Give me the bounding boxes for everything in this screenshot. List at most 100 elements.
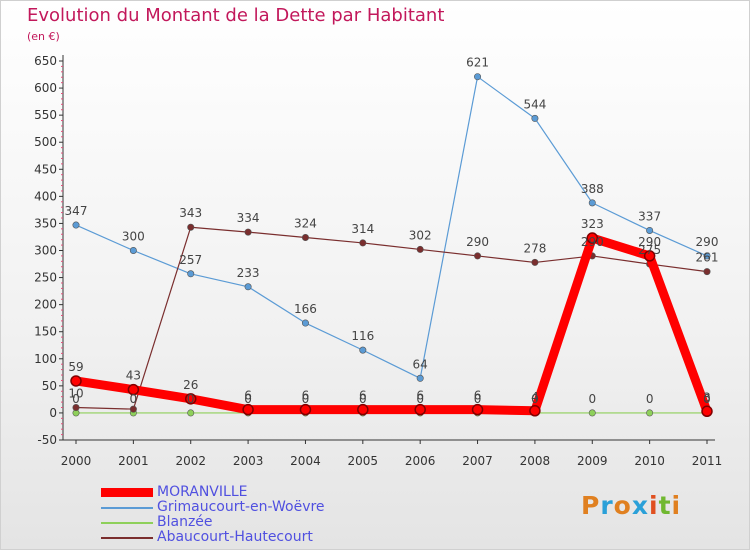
data-label: 544 — [523, 97, 546, 111]
data-label: 347 — [65, 204, 88, 218]
data-point — [127, 383, 140, 396]
data-point — [529, 405, 541, 417]
series-line-grimaucourt-en-wo-vre — [75, 76, 708, 379]
data-point — [72, 404, 80, 412]
data-label: 166 — [294, 302, 317, 316]
data-point — [588, 409, 596, 417]
data-label: 59 — [68, 360, 83, 374]
data-label: 0 — [703, 392, 711, 406]
x-tick-label: 2003 — [233, 454, 264, 468]
data-label: 257 — [179, 253, 202, 267]
data-label: 6 — [474, 389, 482, 403]
data-label: 290 — [466, 235, 489, 249]
x-tick-label: 2008 — [520, 454, 551, 468]
data-point — [643, 250, 656, 262]
data-label: 6 — [359, 389, 367, 403]
data-label: 343 — [179, 206, 202, 220]
data-point — [474, 73, 482, 81]
data-point — [187, 223, 195, 231]
y-tick-label: 300 — [34, 244, 57, 258]
data-point — [301, 234, 309, 242]
data-label: 261 — [696, 251, 719, 265]
data-point — [242, 403, 254, 416]
x-tick-label: 2004 — [290, 454, 321, 468]
data-label: 290 — [581, 235, 604, 249]
x-tick-label: 2010 — [634, 454, 665, 468]
data-label: 323 — [581, 217, 604, 231]
data-label: 0 — [531, 392, 539, 406]
series-line-abaucourt-hautecourt — [75, 226, 708, 410]
legend-swatch — [101, 507, 153, 509]
data-label: 290 — [696, 235, 719, 249]
y-tick-label: 200 — [34, 298, 57, 312]
x-tick-label: 2009 — [577, 454, 608, 468]
data-point — [531, 114, 539, 122]
data-label: 6 — [416, 389, 424, 403]
data-point — [244, 228, 252, 236]
x-tick-label: 2001 — [118, 454, 149, 468]
data-point — [357, 403, 369, 416]
data-point — [703, 252, 711, 260]
data-label: 388 — [581, 182, 604, 196]
y-tick-label: 650 — [34, 54, 57, 68]
data-point — [129, 247, 137, 255]
y-tick-label: 0 — [49, 406, 57, 420]
data-label: 324 — [294, 217, 317, 231]
legend-swatch — [101, 537, 153, 539]
legend-label: Blanzée — [157, 514, 213, 530]
data-label: 0 — [359, 392, 367, 406]
data-label: 3 — [703, 390, 711, 404]
y-tick-label: 400 — [34, 189, 57, 203]
x-tick-label: 2005 — [348, 454, 379, 468]
y-tick-label: 100 — [34, 352, 57, 366]
data-label: 43 — [126, 369, 141, 383]
proxiti-logo: Proxiti — [581, 491, 682, 520]
x-tick-label: 2006 — [405, 454, 436, 468]
legend-label: Grimaucourt-en-Woëvre — [157, 499, 325, 515]
data-label: 26 — [183, 378, 198, 392]
data-point — [359, 346, 367, 354]
data-label: 64 — [413, 357, 428, 371]
data-label: 278 — [523, 241, 546, 255]
y-tick-label: 50 — [42, 379, 57, 393]
legend-label: MORANVILLE — [157, 484, 248, 500]
data-label: 0 — [416, 392, 424, 406]
legend-swatch — [101, 522, 153, 524]
x-tick-label: 2007 — [462, 454, 493, 468]
y-tick-label: 150 — [34, 325, 57, 339]
y-tick-label: 600 — [34, 81, 57, 95]
data-point — [703, 268, 711, 276]
data-point — [244, 283, 252, 291]
chart-title: Evolution du Montant de la Dette par Hab… — [27, 5, 445, 26]
data-point — [586, 232, 599, 244]
x-tick-label: 2011 — [692, 454, 723, 468]
y-tick-label: 250 — [34, 271, 57, 285]
y-tick-label: -50 — [37, 433, 57, 447]
data-label: 275 — [638, 243, 661, 257]
data-point — [301, 319, 309, 327]
y-tick-label: 550 — [34, 108, 57, 122]
data-point — [129, 405, 137, 413]
series-line-moranville — [71, 233, 712, 416]
data-point — [299, 403, 312, 416]
data-point — [416, 374, 424, 382]
data-label: 0 — [646, 392, 654, 406]
data-point — [187, 409, 195, 417]
x-tick-label: 2000 — [61, 454, 92, 468]
legend-swatch — [101, 488, 153, 497]
data-label: 290 — [638, 235, 661, 249]
data-label: 621 — [466, 56, 489, 70]
data-label: 6 — [244, 389, 252, 403]
data-point — [531, 258, 539, 266]
data-point — [646, 409, 654, 417]
data-label: 0 — [187, 392, 195, 406]
data-label: 0 — [244, 392, 252, 406]
y-tick-label: 350 — [34, 216, 57, 230]
y-tick-label: 450 — [34, 162, 57, 176]
y-tick-label: 500 — [34, 135, 57, 149]
x-tick-label: 2002 — [175, 454, 206, 468]
data-point — [701, 405, 713, 418]
data-label: 0 — [72, 392, 80, 406]
